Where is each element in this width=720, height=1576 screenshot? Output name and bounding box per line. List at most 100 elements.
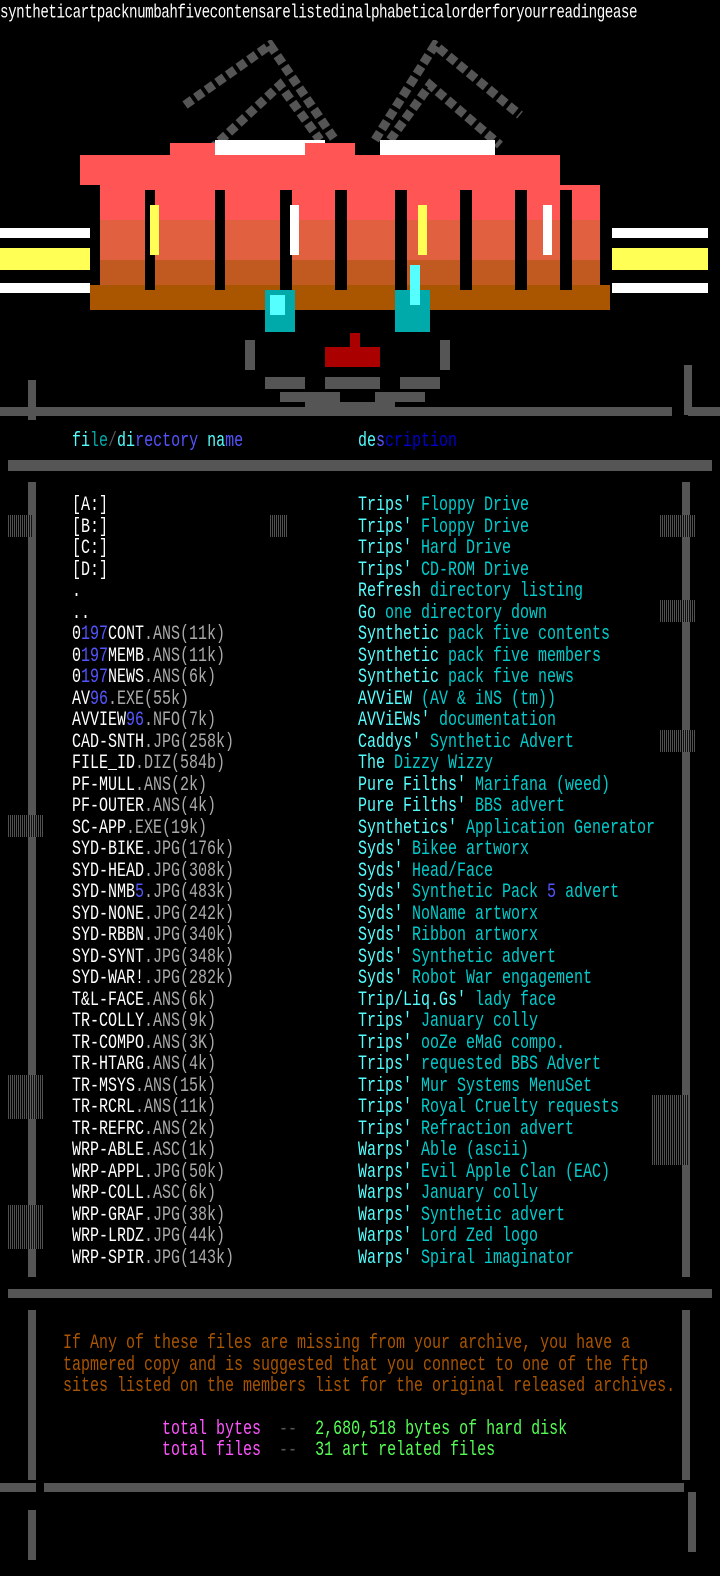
file-name[interactable]: [A:] [72,495,108,515]
file-name-part: TR-REFRC [72,1117,145,1141]
file-name-part: CAD-SNTH [72,730,145,754]
file-name[interactable]: PF-OUTER.ANS(4k) [72,796,216,816]
file-name-part: 197 [81,622,109,646]
file-name-part: SYD-NMB [72,880,136,904]
file-name[interactable]: SYD-NONE.JPG(242k) [72,904,234,924]
description-part: 5 [547,880,557,904]
file-name[interactable]: T&L-FACE.ANS(6k) [72,990,216,1010]
file-description: Refresh directory listing [358,581,583,601]
file-name[interactable]: TR-REFRC.ANS(2k) [72,1119,216,1139]
file-name[interactable]: TR-COMPO.ANS(3K) [72,1033,216,1053]
file-description: Trips' ooZe eMaG compo. [358,1033,565,1053]
description-part: Refraction advert [412,1117,575,1141]
description-part: Spiral imaginator [412,1246,575,1270]
frame-right [682,482,690,1277]
shade-block [8,815,44,837]
file-name[interactable]: AVVIEW96.NFO(7k) [72,710,216,730]
file-name-part: WRP-LRDZ [72,1224,145,1248]
file-name-part: CONT [108,622,145,646]
header-seg: me [225,429,244,453]
file-name-part: TR-COMPO [72,1031,145,1055]
file-name[interactable]: 0197CONT.ANS(11k) [72,624,225,644]
file-name-part: 197 [81,665,109,689]
file-name[interactable]: WRP-APPL.JPG(50k) [72,1162,225,1182]
frame-top-bar [0,407,672,416]
description-part: Trips' [358,1052,413,1076]
shade-block [660,730,696,752]
file-name-part: TR-COLLY [72,1009,145,1033]
file-name[interactable]: [B:] [72,517,108,537]
file-name[interactable]: 0197MEMB.ANS(11k) [72,646,225,666]
file-description: Synthetic pack five contents [358,624,610,644]
header-divider [8,460,712,471]
file-name[interactable]: . [72,581,81,601]
file-name-part: .ANS(11k) [144,644,226,668]
letter-gap [280,190,292,290]
file-name[interactable]: AV96.EXE(55k) [72,689,189,709]
column-header-description: description [358,431,457,451]
jaw [375,392,425,402]
file-name[interactable]: FILE_ID.DIZ(584b) [72,753,225,773]
file-name-part: SYD-RBBN [72,923,145,947]
file-name[interactable]: SYD-BIKE.JPG(176k) [72,839,234,859]
letter-gap [460,190,472,290]
file-name[interactable]: TR-COLLY.ANS(9k) [72,1011,216,1031]
file-description: Synthetic pack five news [358,667,574,687]
file-name[interactable]: WRP-SPIR.JPG(143k) [72,1248,234,1268]
file-name[interactable]: SYD-SYNT.JPG(348k) [72,947,234,967]
file-name-part: .ANS(6k) [144,988,217,1012]
file-name-part: .ANS(11k) [144,622,226,646]
file-name-part: AVVIEW [72,708,127,732]
file-name[interactable]: TR-RCRL.ANS(11k) [72,1097,216,1117]
file-name[interactable]: WRP-LRDZ.JPG(44k) [72,1226,225,1246]
file-description: Warps' Lord Zed logo [358,1226,538,1246]
file-name[interactable]: WRP-ABLE.ASC(1k) [72,1140,216,1160]
description-part: Synthetic [358,622,440,646]
description-part: Trips' [358,1031,413,1055]
file-description: Syds' Synthetic Pack 5 advert [358,882,619,902]
nose [325,347,380,367]
file-name[interactable]: SYD-HEAD.JPG(308k) [72,861,234,881]
file-name-part: SYD-WAR! [72,966,145,990]
file-name[interactable]: SYD-WAR!.JPG(282k) [72,968,234,988]
total-bytes: total bytes -- 2,680,518 bytes of hard d… [162,1419,567,1439]
separator: -- [279,1438,298,1462]
header-seg: s [376,429,386,453]
shade-block [8,515,32,537]
file-name[interactable]: SYD-NMB5.JPG(483k) [72,882,234,902]
file-name-part: T&L-FACE [72,988,145,1012]
file-name[interactable]: TR-MSYS.ANS(15k) [72,1076,216,1096]
file-name[interactable]: PF-MULL.ANS(2k) [72,775,207,795]
description-part: Trips' [358,1009,413,1033]
file-name[interactable]: WRP-GRAF.JPG(38k) [72,1205,225,1225]
file-name[interactable]: TR-HTARG.ANS(4k) [72,1054,216,1074]
file-name[interactable]: SYD-RBBN.JPG(340k) [72,925,234,945]
frame-left [28,1310,36,1480]
file-name[interactable]: SC-APP.EXE(19k) [72,818,207,838]
file-name-part: .ANS(15k) [135,1074,217,1098]
file-name[interactable]: CAD-SNTH.JPG(258k) [72,732,234,752]
file-name[interactable]: 0197NEWS.ANS(6k) [72,667,216,687]
header-seg: rectory [135,429,208,453]
description-part: The [358,751,386,775]
description-part: Evil Apple Clan (EAC) [412,1160,611,1184]
file-name-part: .JPG(50k) [144,1160,226,1184]
description-part: Mur Systems MenuSet [412,1074,593,1098]
file-name[interactable]: .. [72,603,90,623]
file-description: Go one directory down [358,603,547,623]
file-name-part: AV [72,687,91,711]
file-name-part: .JPG(282k) [144,966,235,990]
file-name[interactable]: [D:] [72,560,108,580]
file-name-part: .NFO(7k) [144,708,217,732]
header-seg: / [108,429,118,453]
file-name-part: WRP-ABLE [72,1138,145,1162]
file-name[interactable]: WRP-COLL.ASC(6k) [72,1183,216,1203]
description-part: Royal Cruelty requests [412,1095,620,1119]
file-name[interactable]: [C:] [72,538,108,558]
left-horn-inner [206,78,324,154]
description-part: January colly [412,1009,539,1033]
total-files-label: total files [162,1438,262,1462]
description-part: AVViEW [358,687,413,711]
description-part: Caddys' [358,730,422,754]
file-description: Trips' Refraction advert [358,1119,574,1139]
